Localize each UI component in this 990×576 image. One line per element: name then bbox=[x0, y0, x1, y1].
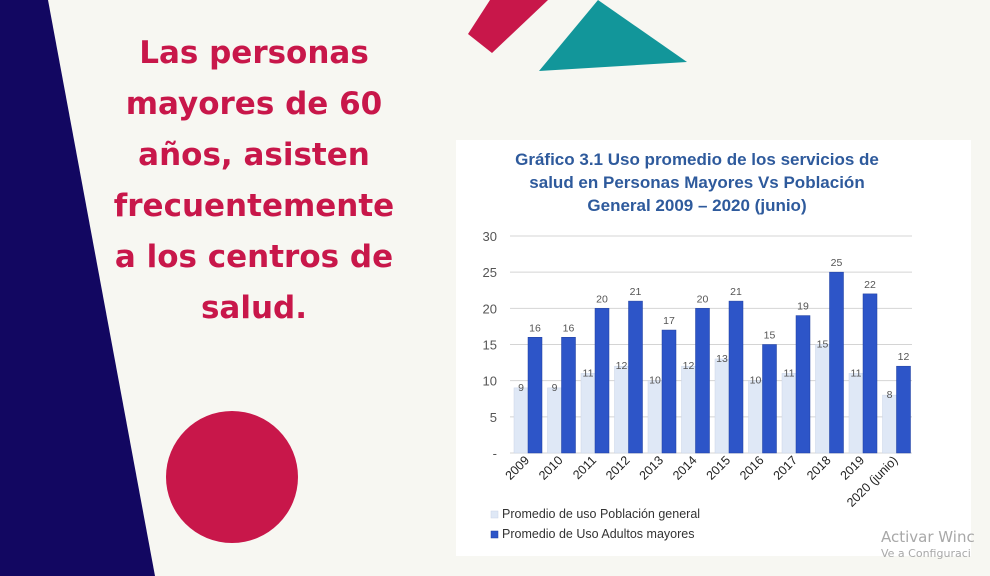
data-label: 21 bbox=[630, 286, 642, 298]
bar-general bbox=[848, 373, 864, 454]
y-tick-label: 30 bbox=[483, 229, 497, 244]
data-label: 22 bbox=[864, 279, 876, 291]
bar-elderly bbox=[628, 300, 643, 454]
bar-general bbox=[748, 380, 763, 454]
x-tick-label: 2017 bbox=[771, 453, 801, 483]
data-label: 25 bbox=[831, 257, 843, 269]
bar-elderly bbox=[896, 365, 911, 454]
watermark-subline: Ve a Configuraci bbox=[881, 547, 971, 560]
bar-elderly bbox=[762, 344, 777, 454]
x-tick-label: 2019 bbox=[838, 453, 868, 483]
chart-title-line: Gráfico 3.1 Uso promedio de los servicio… bbox=[515, 150, 879, 169]
bar-general bbox=[614, 365, 629, 454]
data-label: 15 bbox=[764, 330, 776, 342]
bar-general bbox=[681, 365, 696, 454]
crimson-parallelogram-shape bbox=[468, 0, 548, 53]
bar-general bbox=[580, 373, 596, 454]
bar-elderly bbox=[661, 329, 677, 454]
legend-label: Promedio de uso Población general bbox=[502, 507, 700, 521]
data-label: 17 bbox=[663, 315, 675, 327]
data-label: 12 bbox=[683, 360, 695, 372]
bar-elderly bbox=[795, 315, 811, 454]
headline-line: Las personas bbox=[139, 35, 369, 71]
legend-swatch bbox=[490, 530, 499, 539]
chart-title-line: salud en Personas Mayores Vs Población bbox=[529, 173, 865, 192]
bar-elderly bbox=[862, 293, 878, 454]
activation-watermark: Activar Winc Ve a Configuraci bbox=[881, 528, 975, 560]
data-label: 15 bbox=[817, 339, 829, 351]
data-label: 10 bbox=[649, 375, 661, 387]
bar-general bbox=[781, 373, 797, 454]
data-label: 11 bbox=[851, 367, 862, 379]
data-label: 16 bbox=[563, 322, 575, 334]
x-tick-label: 2011 bbox=[570, 453, 599, 482]
bar-elderly bbox=[829, 271, 844, 454]
y-tick-label: 5 bbox=[490, 410, 497, 425]
bar-elderly bbox=[695, 308, 710, 454]
data-label: 9 bbox=[552, 382, 558, 394]
crimson-circle-shape bbox=[166, 411, 298, 543]
bar-general bbox=[513, 387, 529, 454]
chart-title: Gráfico 3.1 Uso promedio de los servicio… bbox=[483, 148, 911, 217]
x-tick-label: 2018 bbox=[804, 453, 834, 483]
x-tick-label: 2009 bbox=[503, 453, 533, 483]
bar-general bbox=[647, 380, 663, 454]
x-tick-label: 2010 bbox=[536, 453, 566, 483]
bar-elderly bbox=[527, 337, 543, 454]
y-tick-label: - bbox=[493, 446, 497, 461]
y-tick-label: 20 bbox=[483, 301, 497, 316]
data-label: 20 bbox=[596, 293, 608, 305]
bar-elderly bbox=[561, 337, 576, 454]
x-tick-label: 2012 bbox=[603, 453, 633, 483]
x-tick-label: 2014 bbox=[670, 453, 700, 483]
bar-elderly bbox=[728, 300, 744, 454]
data-label: 21 bbox=[730, 286, 742, 298]
data-label: 11 bbox=[583, 367, 594, 379]
y-tick-label: 15 bbox=[483, 338, 497, 353]
bar-general bbox=[714, 358, 730, 454]
watermark-line: Activar Winc bbox=[881, 528, 975, 546]
chart-title-line: General 2009 – 2020 (junio) bbox=[587, 196, 807, 215]
bar-general bbox=[815, 344, 830, 454]
y-tick-label: 10 bbox=[483, 374, 497, 389]
data-label: 20 bbox=[697, 293, 709, 305]
legend-label: Promedio de Uso Adultos mayores bbox=[502, 527, 694, 541]
x-tick-label: 2013 bbox=[637, 453, 667, 483]
headline-line: salud. bbox=[200, 290, 308, 326]
data-label: 12 bbox=[616, 360, 628, 372]
data-label: 12 bbox=[898, 351, 910, 363]
data-label: 16 bbox=[529, 322, 541, 334]
data-label: 19 bbox=[797, 301, 809, 313]
data-label: 11 bbox=[784, 367, 795, 379]
headline-line: años, asisten bbox=[138, 137, 370, 173]
data-label: 8 bbox=[887, 389, 893, 401]
teal-triangle-shape bbox=[539, 0, 687, 71]
headline: Las personas mayores de 60 años, asisten… bbox=[98, 28, 410, 334]
legend-swatch bbox=[490, 510, 499, 519]
x-tick-label: 2015 bbox=[704, 453, 734, 483]
bar-elderly bbox=[594, 308, 610, 454]
y-tick-label: 25 bbox=[483, 265, 497, 280]
headline-line: frecuentemente bbox=[113, 188, 395, 224]
headline-line: a los centros de bbox=[114, 239, 394, 275]
bar-general bbox=[547, 387, 562, 454]
data-label: 10 bbox=[750, 375, 762, 387]
data-label: 13 bbox=[716, 353, 728, 365]
x-tick-label: 2016 bbox=[737, 453, 767, 483]
data-label: 9 bbox=[518, 382, 524, 394]
bar-general bbox=[882, 394, 897, 454]
headline-line: mayores de 60 bbox=[125, 86, 383, 122]
navy-diagonal-band bbox=[0, 0, 155, 576]
